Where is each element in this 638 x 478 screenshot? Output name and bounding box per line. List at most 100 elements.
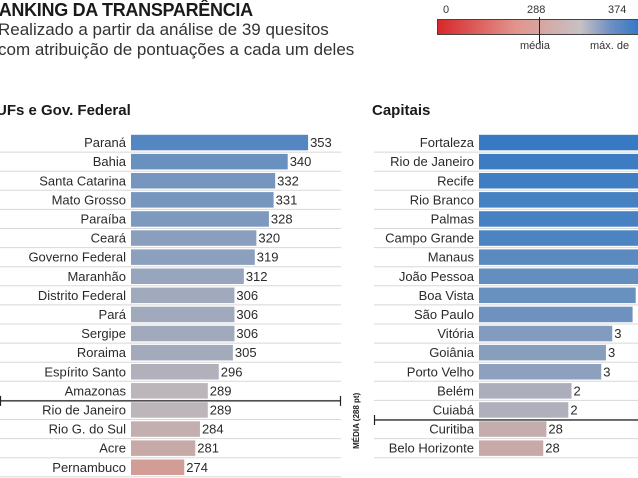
legend-avg-value: 288: [527, 4, 546, 16]
value-label: 312: [246, 269, 268, 284]
value-label: 305: [235, 345, 257, 360]
category-label: Pará: [99, 307, 127, 322]
category-label: Recife: [437, 173, 474, 188]
value-label: 3: [608, 345, 615, 360]
value-label: 28: [545, 441, 559, 456]
bar: [479, 173, 638, 189]
bar: [479, 402, 569, 418]
value-label: 28: [548, 422, 562, 437]
category-label: Palmas: [431, 211, 475, 226]
category-label: Ceará: [91, 231, 127, 246]
bar: [131, 325, 235, 342]
value-label: 3: [603, 364, 610, 379]
value-label: 281: [197, 441, 219, 456]
category-label: Acre: [99, 441, 126, 456]
bar: [479, 287, 636, 304]
bar: [131, 402, 208, 418]
category-label: Cuiabá: [433, 402, 475, 417]
bar: [479, 383, 572, 399]
value-label: 340: [290, 154, 312, 169]
category-label: Maranhão: [67, 269, 126, 284]
bar: [479, 325, 613, 342]
category-label: João Pessoa: [399, 269, 475, 284]
chart-subtitle: Realizado a partir da análise de 39 ques…: [0, 20, 354, 60]
category-label: Rio G. do Sul: [49, 422, 126, 437]
category-label: Paraná: [84, 135, 127, 150]
category-label: Governo Federal: [28, 250, 126, 265]
bar: [479, 268, 638, 284]
value-label: 320: [258, 231, 280, 246]
category-label: Amazonas: [65, 383, 127, 398]
value-label: 284: [202, 422, 224, 437]
category-label: Mato Grosso: [52, 192, 126, 207]
category-label: Distrito Federal: [38, 288, 126, 303]
bar: [479, 134, 638, 151]
bar: [479, 440, 544, 456]
bar: [131, 211, 269, 227]
value-label: 332: [277, 173, 299, 188]
bar: [131, 134, 309, 151]
bar: [131, 440, 196, 456]
bar: [479, 421, 547, 437]
category-label: Porto Velho: [407, 364, 474, 379]
bar: [131, 192, 274, 208]
category-label: Bahia: [93, 154, 127, 169]
bar: [131, 287, 235, 304]
category-label: Santa Catarina: [39, 173, 126, 188]
panel-title-ufs: UFs e Gov. Federal: [0, 102, 131, 119]
category-label: Vitória: [437, 326, 474, 341]
bar: [131, 383, 208, 399]
value-label: 2: [570, 402, 577, 417]
value-label: 289: [210, 383, 232, 398]
category-label: Rio de Janeiro: [42, 402, 126, 417]
legend-avg-tick: [539, 17, 540, 43]
category-label: Sergipe: [81, 326, 126, 341]
color-scale-legend: 0 288 374 média máx. de: [0, 0, 638, 60]
value-label: 3: [614, 326, 621, 341]
value-label: 328: [271, 211, 293, 226]
category-label: Roraima: [77, 345, 127, 360]
subtitle-line-1: Realizado a partir da análise de 39 ques…: [0, 20, 329, 39]
bar: [479, 153, 638, 170]
legend-min-label: 0: [443, 4, 450, 16]
bar: [479, 344, 606, 361]
bar: [131, 306, 235, 323]
legend-avg-label: média: [520, 40, 550, 52]
bar: [131, 268, 244, 284]
bar: [479, 192, 638, 208]
legend-max-label: máx. de: [590, 40, 630, 52]
bar: [131, 173, 276, 189]
category-label: Campo Grande: [385, 231, 474, 246]
value-label: 353: [310, 135, 332, 150]
category-label: Curitiba: [429, 422, 475, 437]
bar: [131, 344, 233, 361]
category-label: Pernambuco: [52, 460, 126, 475]
value-label: 306: [236, 307, 258, 322]
category-label: Fortaleza: [420, 135, 475, 150]
value-label: 296: [221, 364, 243, 379]
category-label: Rio Branco: [410, 192, 474, 207]
value-label: 331: [276, 192, 298, 207]
value-label: 289: [210, 402, 232, 417]
category-label: Belém: [437, 383, 474, 398]
value-label: 306: [236, 288, 258, 303]
category-label: Belo Horizonte: [389, 441, 474, 456]
bar: [479, 364, 602, 380]
bar: [479, 230, 638, 246]
bar: [131, 364, 219, 380]
legend-gradient-bar: [437, 19, 638, 35]
bar: [479, 249, 638, 265]
category-label: Rio de Janeiro: [390, 154, 474, 169]
value-label: 274: [186, 460, 208, 475]
category-label: Espírito Santo: [44, 364, 126, 379]
chart-title: RANKING DA TRANSPARÊNCIA: [0, 0, 253, 20]
bar: [131, 249, 255, 265]
value-label: 2: [573, 383, 580, 398]
subtitle-line-2: com atribuição de pontuações a cada um d…: [0, 40, 355, 59]
value-label: 306: [236, 326, 258, 341]
bar: [131, 421, 200, 437]
bar: [131, 459, 185, 475]
bar: [131, 230, 257, 246]
value-label: 319: [257, 250, 279, 265]
